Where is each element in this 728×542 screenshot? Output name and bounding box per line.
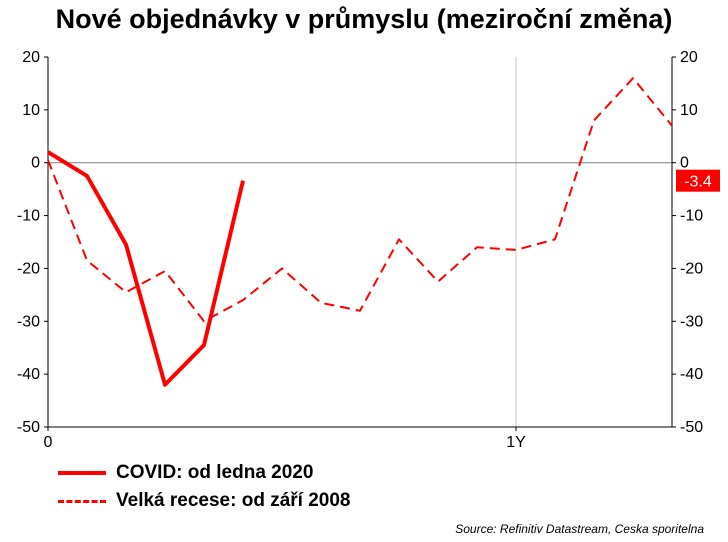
y-tick-label-right: -30 (680, 313, 703, 330)
y-tick-label-right: 10 (680, 102, 698, 119)
legend-item-covid: COVID: od ledna 2020 (58, 462, 313, 484)
x-tick-label: 0 (44, 434, 53, 451)
series-lines (46, 77, 673, 387)
chart-title: Nové objednávky v průmyslu (meziroční zm… (55, 4, 673, 34)
legend-label-recession: Velká recese: od září 2008 (116, 490, 351, 511)
y-tick-label-right: -40 (680, 366, 703, 383)
y-tick-label-right: -10 (680, 208, 703, 225)
y-tick-label-right: -50 (680, 419, 703, 436)
series-line-solid (46, 150, 245, 387)
y-tick-label-right: -20 (680, 260, 703, 277)
grid-lines (47, 57, 672, 427)
y-tick-label-left: -10 (17, 208, 40, 225)
y-tick-label-left: 10 (22, 102, 40, 119)
y-tick-label-right: 0 (680, 155, 689, 172)
legend-swatch-dashed (58, 499, 106, 503)
y-tick-label-left: 20 (22, 49, 40, 66)
legend-swatch-solid (58, 471, 106, 475)
y-tick-label-left: -20 (17, 260, 40, 277)
source-note: Source: Refinitiv Datastream, Ceska spor… (455, 522, 704, 536)
y-tick-label-left: 0 (31, 155, 40, 172)
axes (44, 56, 676, 431)
last-value-badge (676, 169, 720, 192)
series-line-dashed (47, 77, 673, 323)
y-tick-label-left: -40 (17, 366, 40, 383)
legend-label-covid: COVID: od ledna 2020 (116, 462, 314, 483)
y-tick-label-left: -30 (17, 313, 40, 330)
tick-labels: 20 20 10 10 0 0 -10 -10 -20 -20 -30 -30 -40 -40 -50 -50… (17, 49, 720, 451)
last-value-label: -3.4 (684, 174, 712, 191)
y-tick-label-left: -50 (17, 419, 40, 436)
legend-item-recession: Velká recese: od září 2008 (58, 490, 351, 512)
x-tick-label: 1Y (506, 434, 526, 451)
y-tick-label-right: 20 (680, 49, 698, 66)
